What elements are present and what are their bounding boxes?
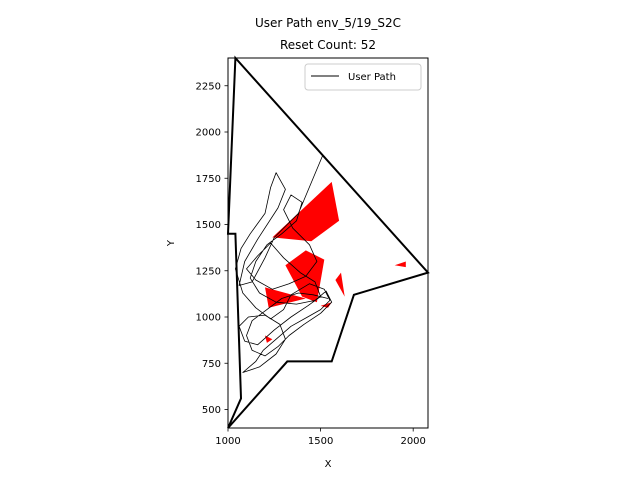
x-axis-ticks: 1000 1500 2000: [215, 428, 426, 447]
user-path-layer: [234, 155, 333, 373]
chart-title-line-1: User Path env_5/19_S2C: [255, 16, 401, 30]
plot-area: [226, 55, 430, 429]
x-tick-label: 1000: [215, 436, 240, 447]
chart-title-line-2: Reset Count: 52: [280, 38, 376, 52]
y-tick-label: 1500: [196, 220, 221, 231]
environment-boundary: [226, 55, 430, 429]
x-axis-label: X: [325, 459, 332, 470]
obstacle-6: [394, 261, 406, 268]
obstacle-5: [335, 272, 345, 297]
legend: User Path: [304, 63, 422, 91]
axes-background: [228, 58, 428, 428]
legend-box: [304, 63, 422, 91]
x-tick-label: 2000: [400, 436, 425, 447]
y-tick-label: 500: [202, 405, 221, 416]
y-tick-label: 2000: [196, 128, 221, 139]
y-tick-label: 1250: [196, 266, 221, 277]
user-path-line: [234, 155, 333, 373]
y-axis-ticks: 500 750 1000 1250 1500 1750 2000 2250: [196, 81, 228, 416]
legend-user-path-label: User Path: [348, 72, 396, 83]
obstacle-1: [272, 181, 340, 242]
y-tick-label: 1000: [196, 313, 221, 324]
y-tick-label: 1750: [196, 174, 221, 185]
x-tick-label: 1500: [308, 436, 333, 447]
obstacle-7: [265, 335, 273, 343]
boundary-layer: [226, 55, 430, 429]
y-axis-label: Y: [166, 239, 177, 247]
axes-frame: [227, 57, 429, 429]
y-tick-label: 750: [202, 359, 221, 370]
y-tick-label: 2250: [196, 81, 221, 92]
